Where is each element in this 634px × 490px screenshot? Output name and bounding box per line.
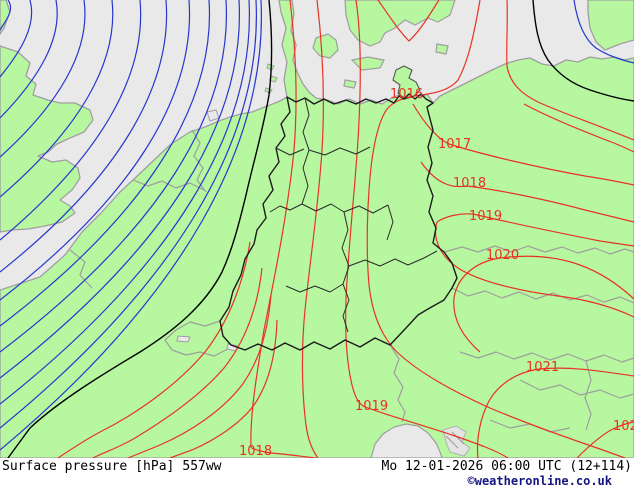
isobars-red: [57, 0, 634, 458]
isobar-label-1019-south: 1019: [355, 399, 389, 414]
island-fehmarn: [343, 79, 357, 89]
island-sjaelland: [344, 0, 456, 47]
isobar-label-1019-east: 1019: [469, 209, 503, 224]
parameter-name: Surface pressure: [2, 459, 128, 474]
borders-german-states: [269, 97, 438, 333]
borders-grey: [69, 129, 634, 433]
island-ruegen: [392, 65, 421, 100]
isobars-black: [7, 0, 634, 458]
land-sweden: [587, 0, 634, 51]
island-fyn: [312, 33, 339, 59]
parameter-title: Surface pressure [hPa] 557ww: [2, 459, 230, 474]
border-germany: [219, 93, 458, 351]
sea-adriatic: [370, 423, 443, 458]
land-continent: [0, 0, 634, 458]
parameter-unit: [hPa]: [135, 459, 175, 474]
adriatic-islands: [445, 431, 465, 449]
isobar-label-1018-east: 1018: [453, 176, 487, 191]
model-id: 557ww: [182, 459, 222, 474]
alps-highland: [442, 425, 471, 457]
isobar-label-1017: 1017: [438, 137, 472, 152]
map-canvas: [0, 0, 634, 458]
surface-pressure-map: 1016 1017 1018 1019 1020 1021 1020 1019 …: [0, 0, 634, 458]
isobar-label-1020-east: 1020: [486, 248, 520, 263]
isobar-label-1018-south: 1018: [239, 444, 273, 458]
copyright-link[interactable]: ©weatheronline.co.uk: [467, 474, 613, 488]
island-bornholm: [435, 43, 449, 55]
isobar-label-1021: 1021: [526, 360, 560, 375]
isobars-blue: [0, 0, 634, 451]
status-bar: Surface pressure [hPa] 557ww Mo 12-01-2026…: [0, 458, 634, 490]
isobar-label-1020-corner: 1020: [613, 419, 634, 434]
lake-geneva: [176, 335, 191, 343]
valid-time: Mo 12-01-2026 06:00 UTC (12+114): [381, 459, 632, 474]
isobar-label-1016: 1016: [390, 87, 424, 102]
